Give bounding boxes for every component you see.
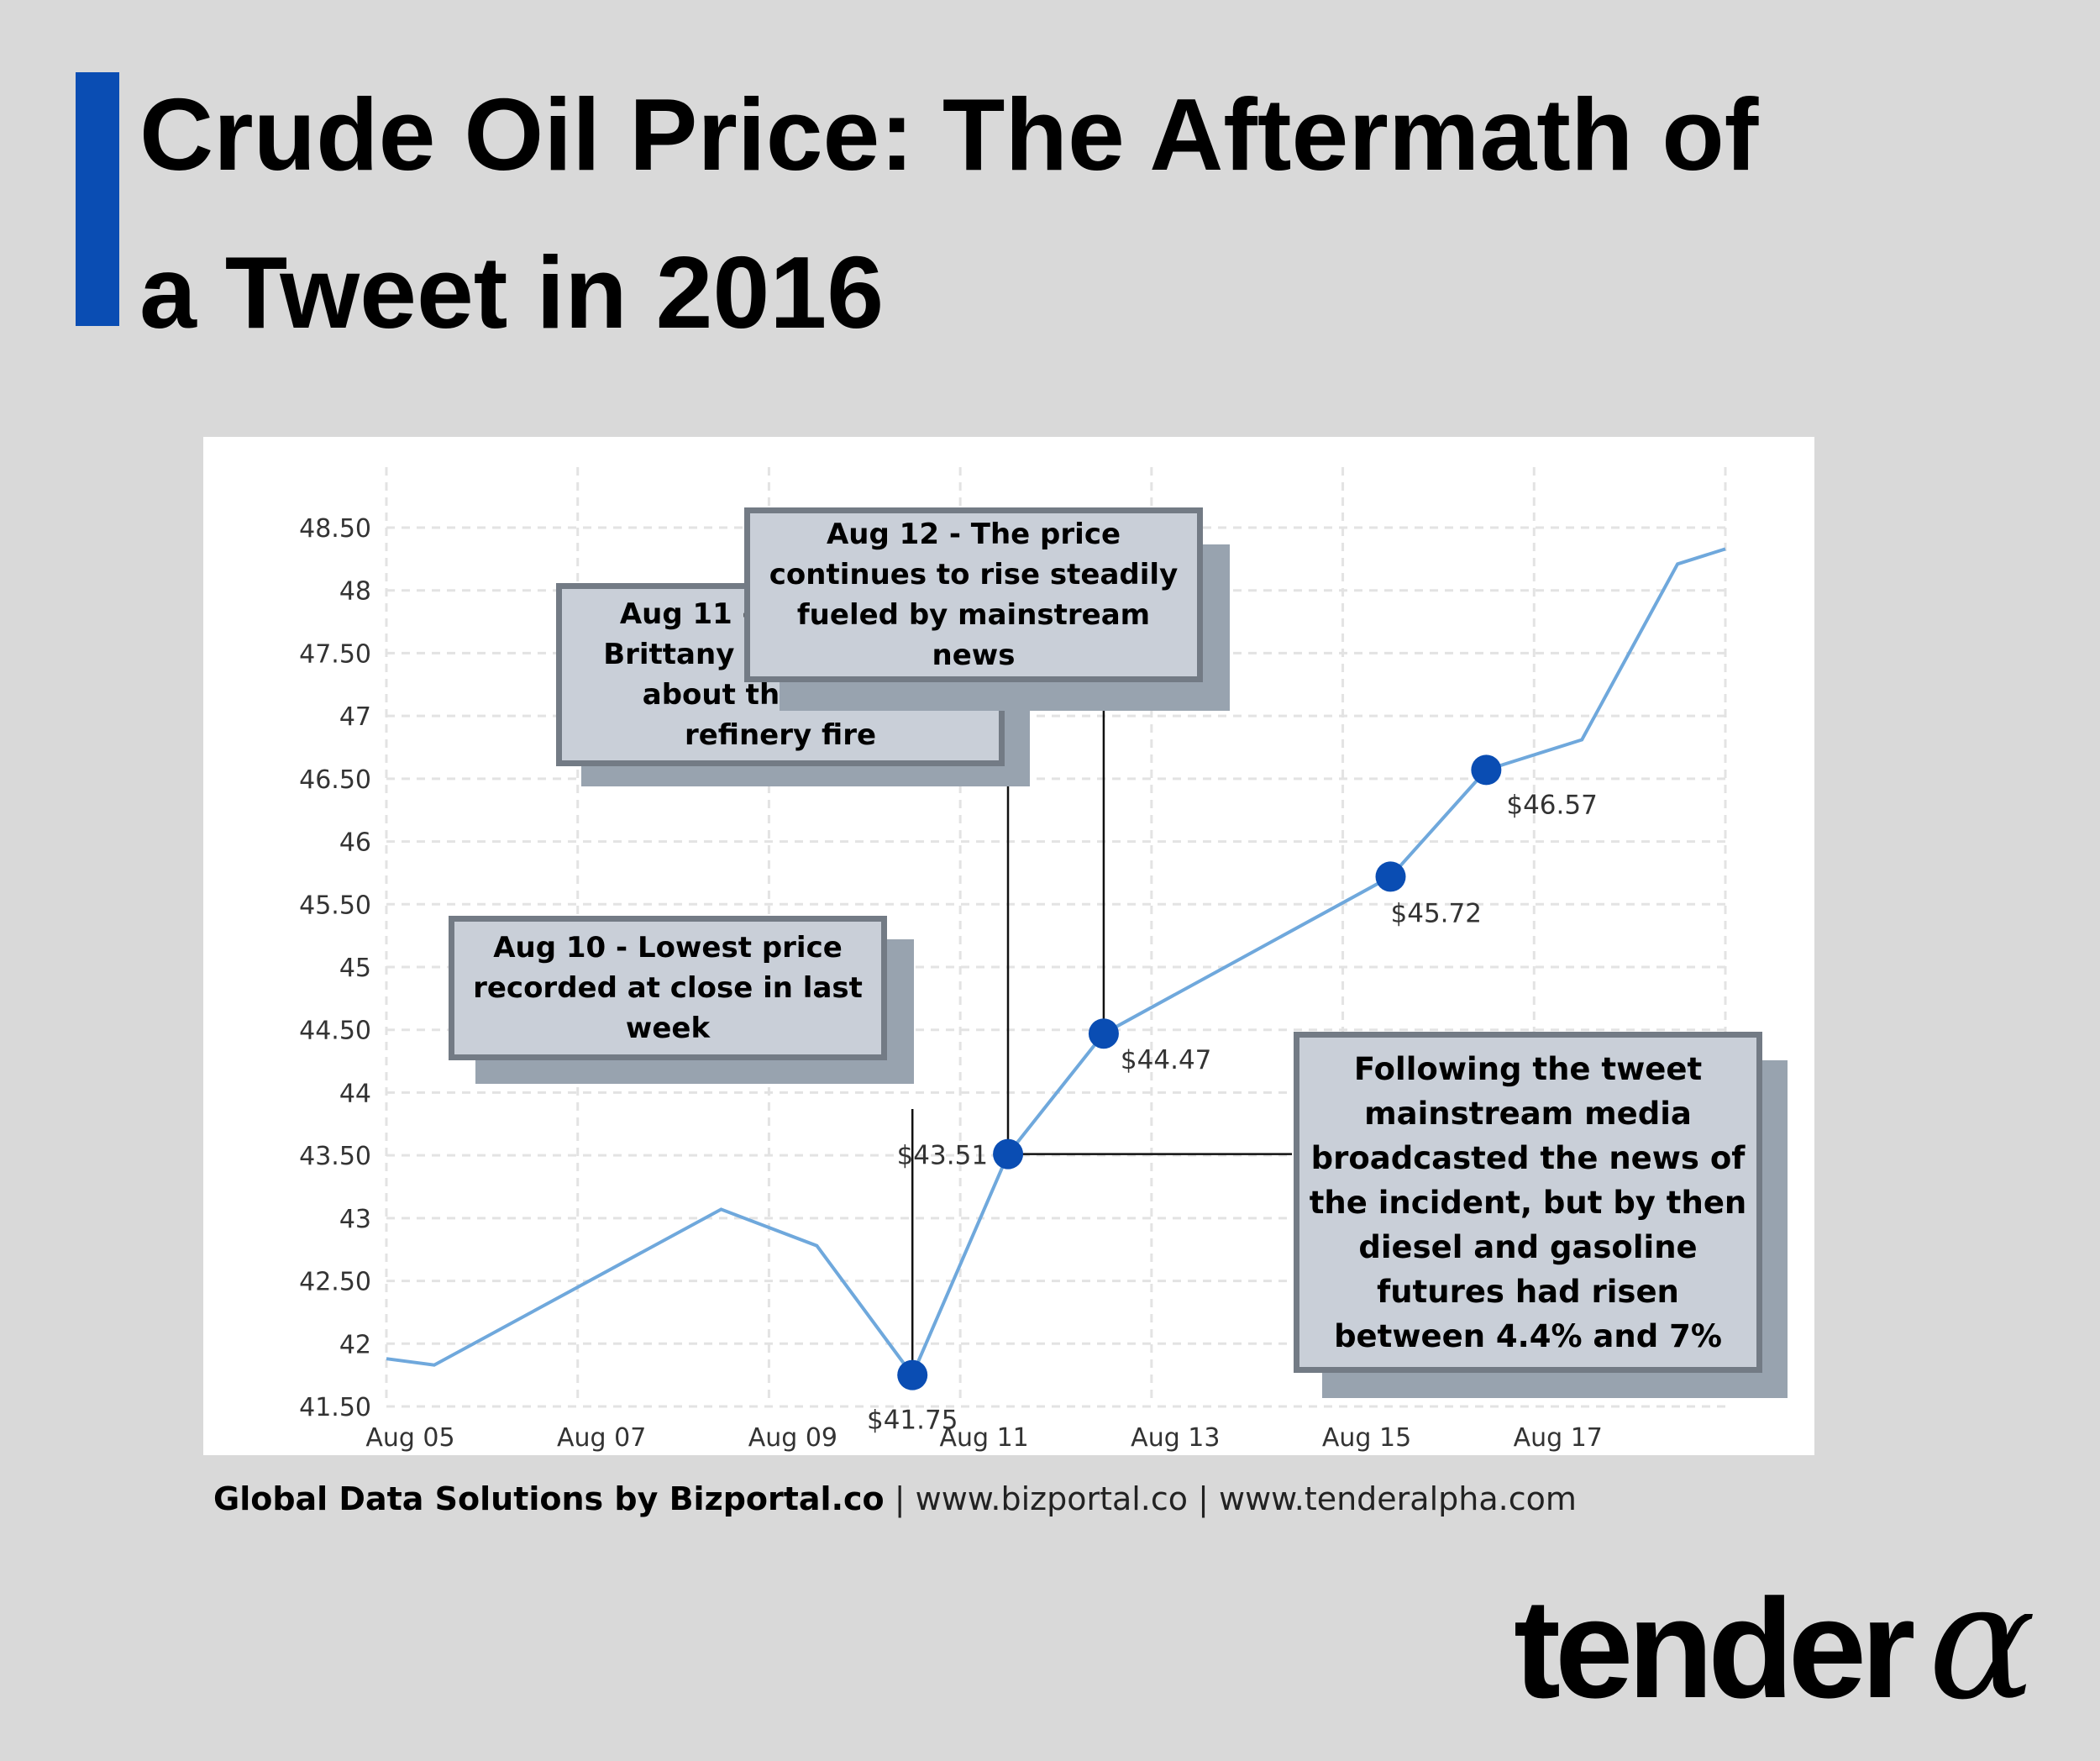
y-tick-label: 48 — [339, 577, 371, 607]
data-point-marker — [1088, 1018, 1119, 1049]
data-point-marker — [993, 1138, 1024, 1170]
data-point-marker — [1471, 754, 1502, 786]
logo-word: tender — [1514, 1569, 1915, 1727]
x-tick-label: Aug 07 — [557, 1423, 646, 1453]
data-label: $43.51 — [897, 1141, 988, 1171]
title-line-2: a Tweet in 2016 — [139, 235, 885, 350]
data-label: $41.75 — [867, 1406, 958, 1436]
y-tick-label: 48.50 — [299, 514, 371, 544]
y-tick-label: 46.50 — [299, 765, 371, 795]
callout-aug10: Aug 10 - Lowest price recorded at close … — [449, 916, 914, 1107]
y-tick-label: 46 — [339, 828, 371, 858]
data-point-marker — [1375, 861, 1406, 892]
footer-credits: Global Data Solutions by Bizportal.co | … — [213, 1480, 1577, 1517]
y-tick-label: 45 — [339, 954, 371, 983]
page-title: Crude Oil Price: The Aftermath of a Twee… — [139, 55, 2029, 371]
callout-aug10-text: Aug 10 - Lowest price recorded at close … — [473, 931, 863, 1045]
x-tick-label: Aug 17 — [1514, 1423, 1603, 1453]
data-point-marker — [897, 1359, 928, 1390]
footer-brand: Global Data Solutions by Bizportal.co — [213, 1480, 885, 1517]
y-tick-label: 43 — [339, 1205, 371, 1234]
x-tick-label: Aug 11 — [939, 1423, 1028, 1453]
y-tick-label: 41.50 — [299, 1393, 371, 1422]
callout-media: Following the tweet mainstream media bro… — [1294, 1032, 1788, 1410]
y-tick-label: 44.50 — [299, 1017, 371, 1046]
title-accent-bar — [76, 72, 119, 326]
y-tick-label: 44 — [339, 1079, 371, 1108]
callout-aug12-text: Aug 12 - The price continues to rise ste… — [769, 518, 1179, 672]
y-tick-label: 47 — [339, 702, 371, 732]
y-tick-label: 43.50 — [299, 1142, 371, 1171]
x-tick-label: Aug 13 — [1131, 1423, 1220, 1453]
callout-aug12: Aug 12 - The price continues to rise ste… — [744, 507, 1230, 714]
data-label: $44.47 — [1121, 1045, 1211, 1075]
x-tick-label: Aug 15 — [1322, 1423, 1411, 1453]
data-label: $46.57 — [1506, 790, 1597, 820]
x-tick-label: Aug 05 — [365, 1423, 454, 1453]
callout-media-text: Following the tweet mainstream media bro… — [1309, 1050, 1747, 1354]
y-tick-label: 42 — [339, 1330, 371, 1359]
title-line-1: Crude Oil Price: The Aftermath of — [139, 77, 1759, 192]
chart-panel: 41.50 42 42.50 43 43.50 44 44.50 45 45.50 46 46.50… — [203, 437, 1814, 1455]
price-line — [386, 547, 1726, 1379]
alpha-icon: α — [1928, 1549, 2036, 1735]
y-tick-label: 42.50 — [299, 1268, 371, 1297]
data-label: $45.72 — [1391, 898, 1482, 928]
tenderalpha-logo: tender α — [1514, 1563, 2036, 1722]
footer-links: | www.bizportal.co | www.tenderalpha.com — [884, 1480, 1577, 1517]
y-tick-label: 45.50 — [299, 891, 371, 920]
x-tick-label: Aug 09 — [748, 1423, 837, 1453]
y-tick-label: 47.50 — [299, 639, 371, 669]
